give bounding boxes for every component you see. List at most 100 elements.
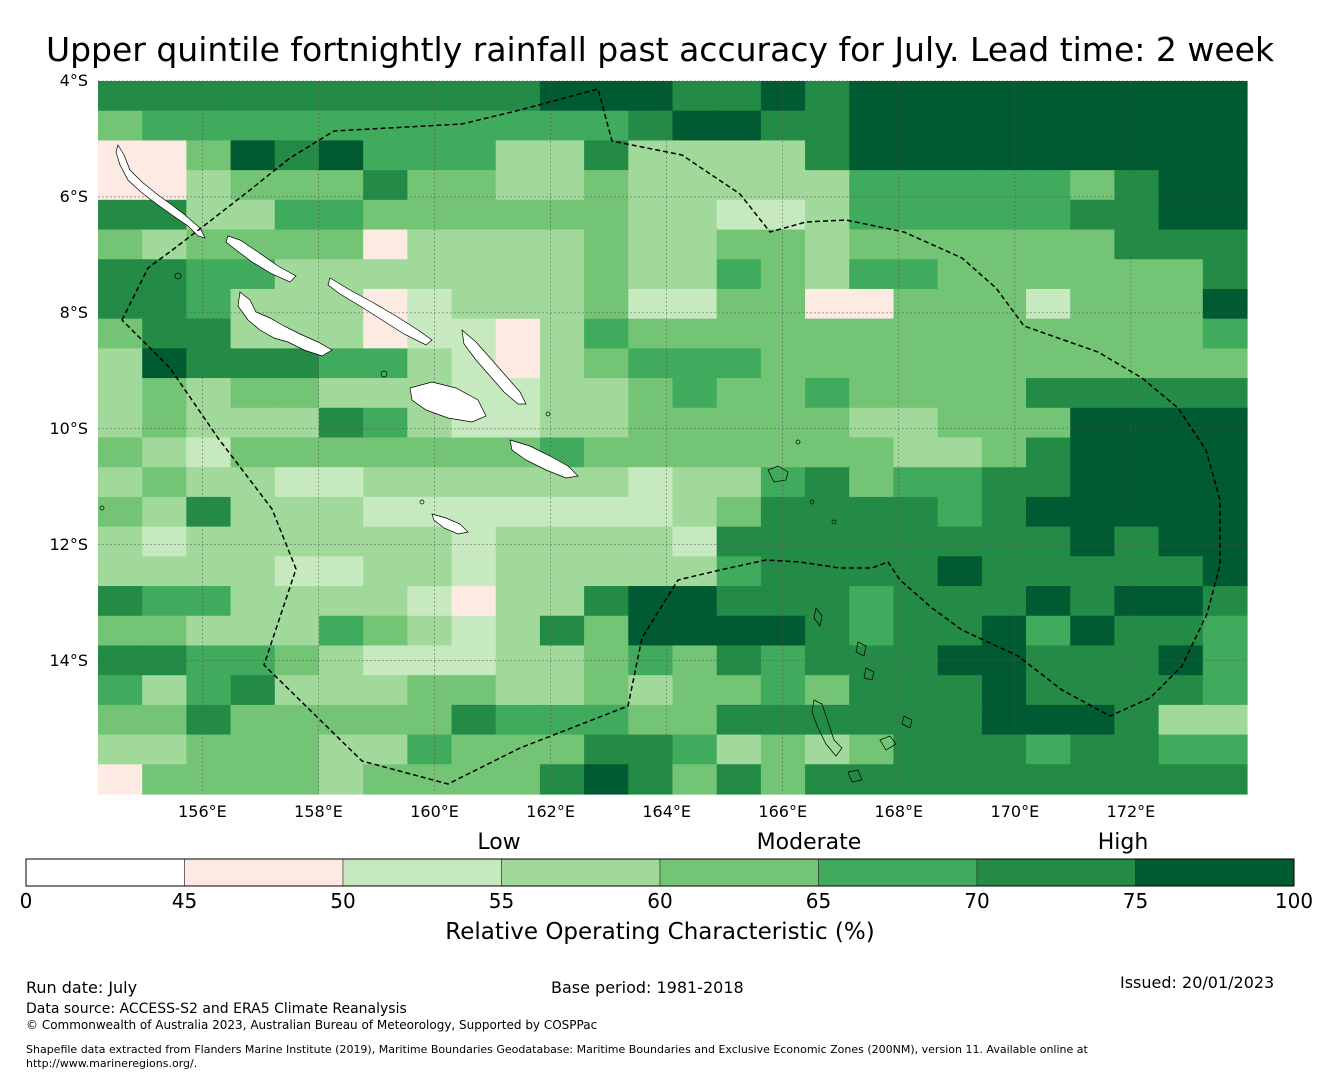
grid-cell	[716, 378, 762, 409]
grid-cell	[672, 675, 718, 706]
grid-cell	[805, 764, 850, 795]
grid-cell	[893, 407, 939, 439]
grid-cell	[1202, 645, 1248, 676]
grid-cell	[230, 348, 276, 379]
efate-island	[847, 769, 863, 783]
grid-cell	[274, 229, 320, 260]
grid-cell	[495, 199, 541, 231]
grid-cell	[363, 229, 408, 260]
grid-cell	[539, 615, 585, 647]
islet	[545, 411, 551, 417]
grid-cell	[142, 704, 187, 736]
grid-cell	[1070, 467, 1116, 498]
grid-cell	[363, 734, 408, 765]
issued-date: Issued: 20/01/2023	[1120, 973, 1275, 992]
grid-cell	[98, 437, 143, 468]
grid-cell	[451, 110, 497, 142]
grid-cell	[142, 467, 187, 498]
grid-cell	[1202, 229, 1248, 260]
grid-cell	[1070, 407, 1116, 439]
grid-cell	[893, 229, 939, 260]
grid-cell	[230, 407, 276, 439]
grid-cell	[1158, 675, 1204, 706]
grid-cell	[584, 467, 629, 498]
grid-cell	[539, 199, 585, 231]
grid-cell	[1026, 496, 1071, 528]
grid-cell	[1158, 764, 1204, 795]
grid-cell	[142, 140, 187, 171]
grid-cell	[716, 110, 762, 142]
grid-cell	[716, 288, 762, 320]
grid-cell	[849, 140, 895, 171]
grid-cell	[98, 229, 143, 260]
grid-cell	[1158, 378, 1204, 409]
grid-cell	[274, 348, 320, 379]
grid-cell	[981, 348, 1027, 379]
espiritu-santo-island	[811, 699, 843, 757]
grid-cell	[893, 467, 939, 498]
grid-cell	[451, 229, 497, 260]
grid-cell	[186, 586, 232, 617]
grid-cell	[1114, 378, 1160, 409]
grid-cell	[1070, 170, 1116, 201]
grid-cell	[584, 526, 629, 557]
grid-cell	[584, 81, 629, 112]
grid-cell	[318, 199, 364, 231]
grid-cell	[672, 288, 718, 320]
longitude-label: 158°E	[294, 802, 343, 821]
grid-cell	[805, 288, 850, 320]
islet	[99, 505, 105, 511]
grid-cell	[142, 348, 187, 379]
grid-cell	[186, 764, 232, 795]
longitude-label: 168°E	[874, 802, 924, 821]
grid-cell	[1026, 170, 1071, 201]
grid-cell	[363, 140, 408, 171]
grid-cell	[1070, 437, 1116, 468]
grid-cell	[981, 734, 1027, 765]
grid-cell	[1158, 704, 1204, 736]
grid-cell	[893, 704, 939, 736]
grid-cell	[672, 556, 718, 587]
grid-cell	[849, 170, 895, 201]
grid-cell	[539, 170, 585, 201]
grid-cell	[407, 734, 453, 765]
grid-cell	[981, 675, 1027, 706]
grid-cell	[1158, 615, 1204, 647]
rennell-island	[431, 513, 469, 535]
grid-cell	[849, 378, 895, 409]
grid-cell	[98, 586, 143, 617]
grid-cell	[1114, 229, 1160, 260]
grid-cell	[407, 526, 453, 557]
grid-cell	[893, 259, 939, 290]
grid-cell	[1070, 586, 1116, 617]
islet	[419, 499, 425, 505]
grid-cell	[274, 764, 320, 795]
grid-cell	[937, 318, 983, 349]
grid-cell	[1026, 437, 1071, 468]
islet	[831, 519, 837, 525]
grid-cell	[716, 318, 762, 349]
grid-cell	[716, 615, 762, 647]
grid-cell	[805, 378, 850, 409]
grid-cell	[98, 348, 143, 379]
grid-cell	[318, 586, 364, 617]
grid-cell	[98, 259, 143, 290]
grid-cell	[1026, 645, 1071, 676]
colorbar-title: Relative Operating Characteristic (%)	[445, 919, 875, 945]
grid-cell	[495, 467, 541, 498]
grid-cell	[274, 288, 320, 320]
grid-cell	[981, 764, 1027, 795]
torres-islands	[813, 607, 823, 627]
grid-cell	[1158, 348, 1204, 379]
grid-cell	[274, 704, 320, 736]
grid-cell	[937, 496, 983, 528]
grid-cell	[142, 526, 187, 557]
grid-cell	[584, 556, 629, 587]
grid-cell	[451, 734, 497, 765]
grid-cell	[539, 81, 585, 112]
grid-cell	[318, 645, 364, 676]
colorbar-tick-label: 55	[488, 889, 515, 913]
grid-cell	[1114, 259, 1160, 290]
longitude-label: 160°E	[410, 802, 459, 821]
